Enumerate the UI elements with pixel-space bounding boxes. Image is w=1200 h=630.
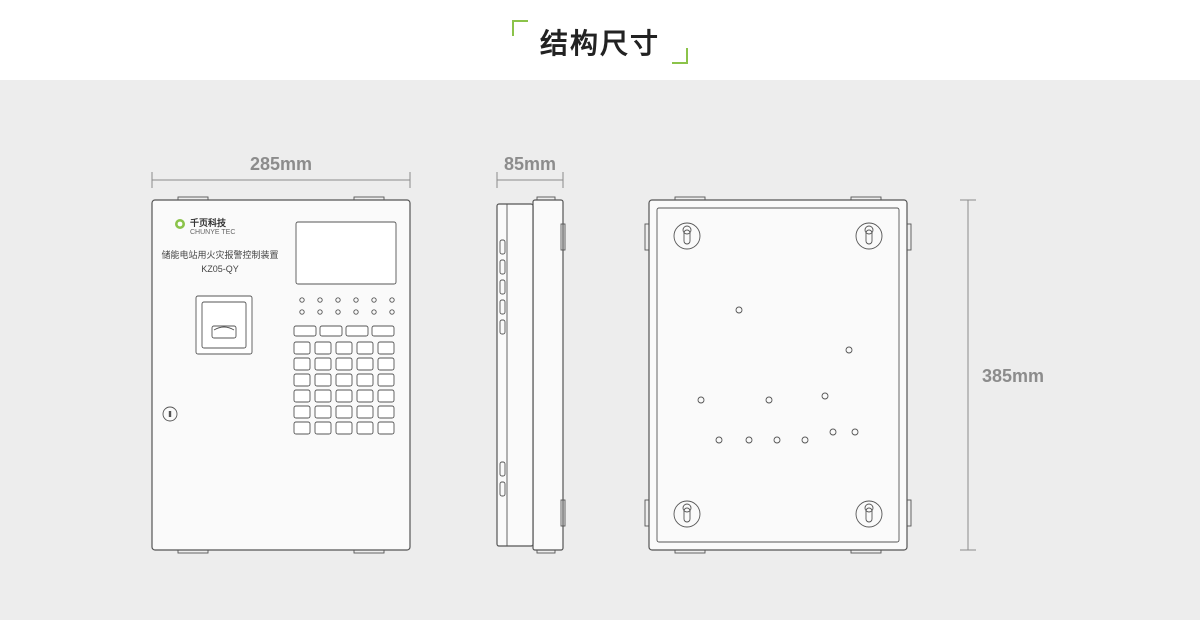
dim-height-label: 385mm (982, 366, 1044, 386)
dimension-drawing: 285mm 85mm 385mm 千页科技 CHUNYE TEC 储能电站用火灾 (0, 80, 1200, 620)
front-display (296, 222, 396, 284)
keypad (294, 326, 394, 434)
printer-slot (196, 296, 252, 354)
dim-depth-label: 85mm (504, 154, 556, 174)
front-view: 千页科技 CHUNYE TEC 储能电站用火灾报警控制装置 KZ05-QY (152, 197, 410, 553)
product-model-label: KZ05-QY (201, 264, 239, 274)
brand-label: 千页科技 (190, 217, 227, 228)
product-name-label: 储能电站用火灾报警控制装置 (161, 249, 278, 260)
side-view (497, 197, 565, 553)
diagram-stage: 285mm 85mm 385mm 千页科技 CHUNYE TEC 储能电站用火灾 (0, 80, 1200, 620)
dim-width-label: 285mm (250, 154, 312, 174)
dim-height: 385mm (960, 200, 1044, 550)
dim-width: 285mm (152, 154, 410, 188)
back-view (645, 197, 911, 553)
page-title: 结构尺寸 (512, 22, 688, 62)
dim-depth: 85mm (497, 154, 563, 188)
brand-sub-label: CHUNYE TEC (190, 229, 235, 236)
